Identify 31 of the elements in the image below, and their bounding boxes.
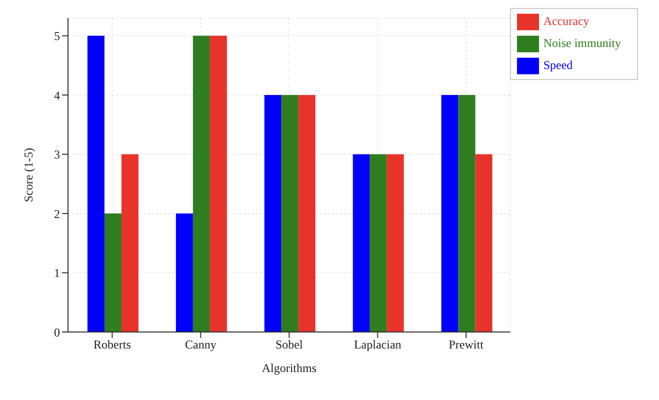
bar [210, 36, 227, 332]
x-tick-label: Canny [185, 338, 216, 352]
bar [370, 154, 387, 332]
bar [475, 154, 492, 332]
x-tick-label: Prewitt [448, 338, 484, 352]
bar [121, 154, 138, 332]
bar [281, 95, 298, 332]
bar [192, 36, 210, 332]
y-tick-label: 5 [54, 29, 60, 44]
bar [386, 154, 404, 332]
bar [104, 214, 122, 332]
y-tick-label: 0 [54, 325, 60, 340]
legend-label: Noise immunity [543, 36, 621, 50]
x-axis-title: Algorithms [262, 361, 317, 375]
bar [458, 95, 476, 332]
bar [298, 95, 316, 332]
y-tick-label: 1 [54, 266, 60, 280]
bar [264, 95, 282, 332]
legend-label: Speed [543, 58, 573, 72]
x-tick-label: Sobel [275, 338, 304, 352]
y-tick-label: 2 [54, 206, 60, 221]
y-tick-label: 3 [54, 148, 60, 162]
bar [441, 95, 458, 332]
bar [87, 36, 104, 332]
y-tick-label: 4 [54, 88, 60, 102]
x-tick-label: Laplacian [354, 338, 402, 352]
y-axis-title: Score (1-5) [21, 148, 36, 202]
bar [176, 214, 193, 332]
x-tick-label: Roberts [94, 338, 132, 352]
legend-label: Accuracy [543, 14, 590, 28]
bar [352, 154, 370, 332]
